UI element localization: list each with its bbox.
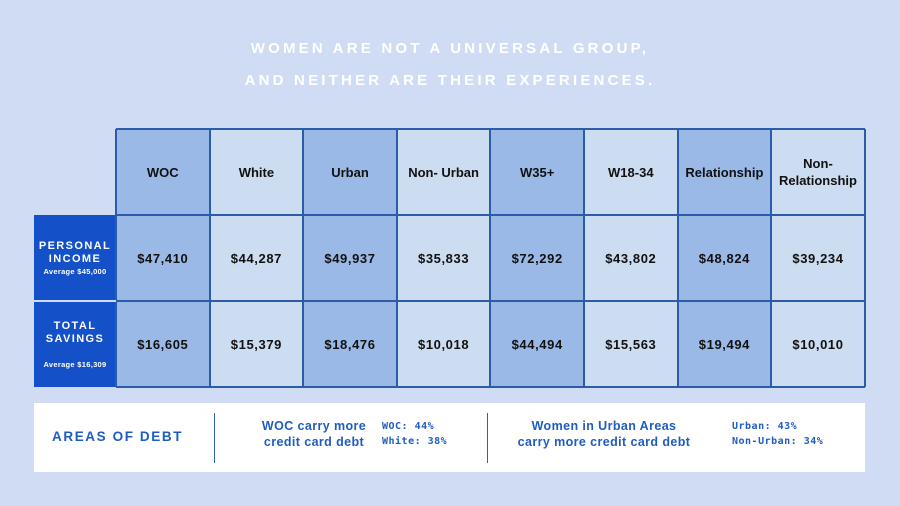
grid-line [116,214,865,216]
column-header-woc: WOC [116,129,210,215]
value-cell: $10,018 [396,301,491,387]
grid-line [583,129,585,387]
value-cell: $43,802 [584,215,678,301]
grid-line [676,129,679,387]
grid-line [208,129,211,387]
value-cell: $16,605 [116,301,210,387]
debt-stat-line: WOC: 44% [382,421,435,432]
grid-line [302,129,305,387]
areas-of-debt-title: AREAS OF DEBT [52,429,184,444]
debt-stat-line: White: 38% [382,436,448,447]
value-cell: $10,010 [771,301,865,387]
column-header-non-urban: Non- Urban [396,129,491,215]
value-cell: $15,563 [584,301,678,387]
row-label-separator [34,300,116,302]
grid-line [489,129,492,387]
areas-of-debt-panel: AREAS OF DEBT WOC carry more credit card… [34,403,865,472]
column-header-urban: Urban [303,129,397,215]
debt-stat-line: Urban: 43% [732,421,798,432]
grid-line [116,300,865,302]
grid-line [863,129,866,387]
value-cell: $44,287 [209,215,304,301]
value-cell: $72,292 [490,215,584,301]
value-cell: $49,937 [303,215,397,301]
value-cell: $47,410 [116,215,210,301]
grid-line [115,129,117,387]
row-label-line: INCOME [48,253,102,265]
value-cell: $18,476 [303,301,397,387]
debt-divider [487,413,488,463]
debt-divider [214,413,215,463]
column-header-non-relationship: Non- Relationship [771,129,865,215]
column-header-white: White [209,129,304,215]
grid-line [116,386,865,388]
row-label-personal-income: PERSONAL INCOME Average $45,000 [34,215,116,301]
grid-line [395,129,398,387]
column-header-relationship: Relationship [677,129,772,215]
headline-line-1: WOMEN ARE NOT A UNIVERSAL GROUP, [250,40,650,57]
value-cell: $35,833 [396,215,491,301]
debt-stat-woc: WOC: 44% White: 38% [382,419,447,449]
value-cell: $39,234 [771,215,865,301]
row-label-line: SAVINGS [45,332,105,345]
row-label-line: TOTAL [53,319,97,332]
row-average-label: Average $16,309 [43,359,107,369]
column-header-w18-34: W18-34 [584,129,678,215]
debt-claim-urban: Women in Urban Areas carry more credit c… [517,419,691,449]
row-average-label: Average $45,000 [43,267,107,276]
value-cell: $44,494 [490,301,584,387]
debt-stat-line: Non-Urban: 34% [732,436,824,447]
debt-stat-urban: Urban: 43% Non-Urban: 34% [732,419,823,449]
row-label-total-savings: TOTAL SAVINGS Average $16,309 [34,301,116,387]
value-cell: $48,824 [677,215,772,301]
grid-line [116,128,865,130]
debt-claim-woc: WOC carry more credit card debt [261,419,367,449]
value-cell: $19,494 [677,301,772,387]
headline-line-2: AND NEITHER ARE THEIR EXPERIENCES. [244,72,656,89]
value-cell: $15,379 [209,301,304,387]
grid-line [770,129,773,387]
column-header-w35: W35+ [490,129,584,215]
row-label-line: PERSONAL [38,240,112,252]
